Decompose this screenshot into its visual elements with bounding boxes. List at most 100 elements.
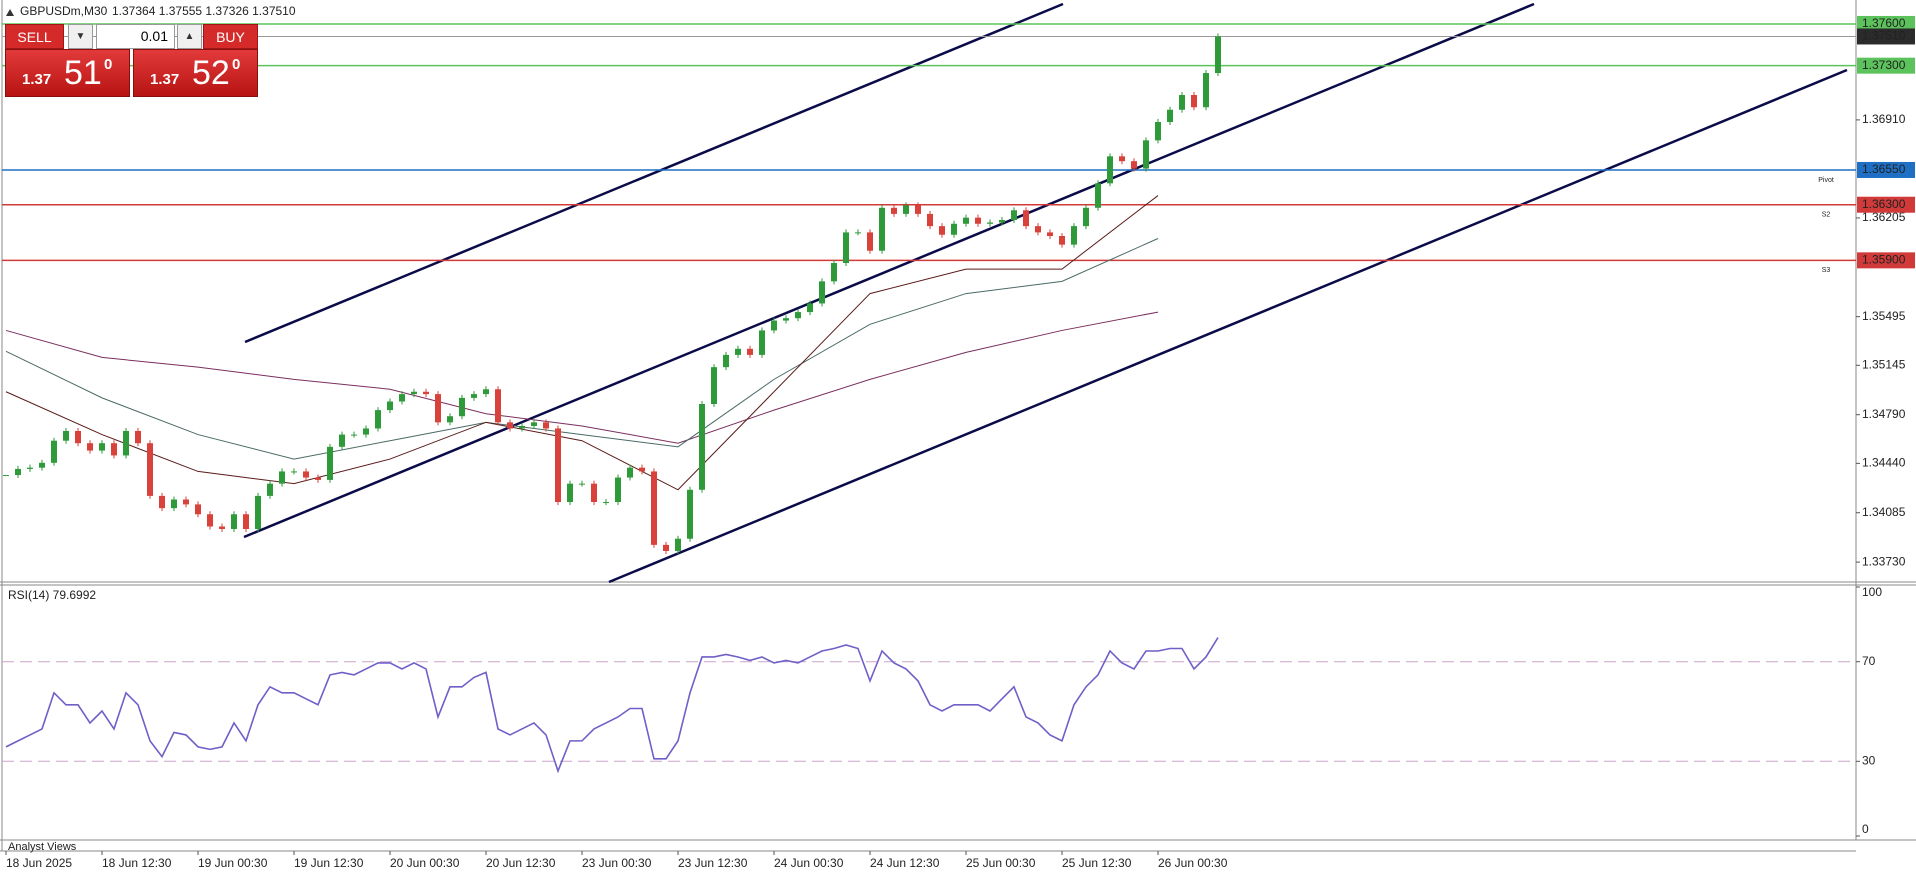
candle bbox=[1107, 156, 1113, 184]
candle bbox=[867, 232, 873, 251]
candle bbox=[891, 207, 897, 214]
candle bbox=[339, 434, 345, 447]
candle bbox=[375, 410, 381, 429]
candle bbox=[903, 205, 909, 214]
trend-line bbox=[244, 2, 1064, 344]
candle bbox=[855, 232, 861, 234]
moving-average bbox=[5, 311, 1159, 444]
candle bbox=[399, 394, 405, 402]
candle bbox=[651, 471, 657, 545]
candle bbox=[315, 477, 321, 480]
candle bbox=[1023, 210, 1029, 227]
x-tick-label: 23 Jun 12:30 bbox=[678, 856, 748, 870]
buy-price[interactable]: 1.37 52 0 bbox=[133, 49, 258, 97]
candle bbox=[555, 428, 561, 503]
candle bbox=[951, 223, 957, 235]
candle bbox=[1059, 236, 1065, 245]
lot-down[interactable]: ▼ bbox=[68, 24, 93, 49]
candle bbox=[687, 489, 693, 539]
y-tick-label: 1.35145 bbox=[1862, 358, 1906, 372]
candle bbox=[1119, 156, 1125, 162]
x-tick-label: 19 Jun 00:30 bbox=[198, 856, 268, 870]
level-name: S3 bbox=[1822, 267, 1831, 274]
candle bbox=[975, 217, 981, 224]
candle bbox=[987, 222, 993, 224]
y-tick-label: 1.36910 bbox=[1862, 112, 1906, 126]
symbol-title: GBPUSDm,M30 bbox=[20, 4, 108, 18]
candle bbox=[471, 394, 477, 398]
x-tick-label: 25 Jun 00:30 bbox=[966, 856, 1036, 870]
candle bbox=[111, 443, 117, 456]
candle bbox=[759, 330, 765, 355]
candle bbox=[447, 416, 453, 423]
candle bbox=[231, 514, 237, 529]
candle bbox=[1203, 73, 1209, 108]
candle bbox=[939, 226, 945, 235]
candle bbox=[735, 348, 741, 355]
y-tick-label: 1.34790 bbox=[1862, 407, 1906, 421]
candle bbox=[459, 397, 465, 417]
candle bbox=[771, 320, 777, 331]
level-tag-label: 1.37600 bbox=[1862, 16, 1906, 30]
y-tick-label: 30 bbox=[1862, 753, 1876, 767]
price-point: 0 bbox=[104, 56, 113, 73]
candle bbox=[483, 389, 489, 395]
candle bbox=[159, 495, 165, 509]
price-pips: 51 bbox=[64, 54, 102, 92]
level-name: Pivot bbox=[1818, 177, 1834, 184]
level-tag-label: 1.35900 bbox=[1862, 253, 1906, 267]
y-tick-label: 100 bbox=[1862, 585, 1882, 599]
lot-up[interactable]: ▲ bbox=[177, 24, 202, 49]
sell-price[interactable]: 1.37 51 0 bbox=[5, 49, 130, 97]
candle bbox=[207, 514, 213, 527]
candle bbox=[327, 446, 333, 480]
candle bbox=[531, 422, 537, 426]
moving-average bbox=[5, 238, 1159, 460]
candle bbox=[219, 526, 225, 529]
candle bbox=[627, 467, 633, 478]
candle bbox=[783, 318, 789, 321]
candle bbox=[723, 354, 729, 368]
candle bbox=[75, 430, 81, 444]
sell-button[interactable]: SELL bbox=[5, 24, 64, 49]
price-pips: 52 bbox=[192, 54, 230, 92]
candle bbox=[1215, 36, 1221, 74]
candle bbox=[3, 475, 9, 477]
lot-input[interactable]: 0.01 bbox=[96, 24, 175, 49]
candle bbox=[711, 367, 717, 404]
menu-icon[interactable] bbox=[6, 9, 14, 16]
price-big: 1.37 bbox=[150, 71, 180, 88]
price-point: 0 bbox=[232, 56, 241, 73]
buy-button[interactable]: BUY bbox=[203, 24, 258, 49]
trend-line bbox=[243, 2, 1535, 539]
y-tick-label: 1.35495 bbox=[1862, 309, 1906, 323]
candle bbox=[51, 440, 57, 463]
candle bbox=[591, 483, 597, 503]
level-tag bbox=[1857, 15, 1915, 32]
candle bbox=[1143, 140, 1149, 169]
candle bbox=[1083, 207, 1089, 227]
candle bbox=[495, 389, 501, 423]
y-tick-label: 1.34085 bbox=[1862, 505, 1906, 519]
level-tag bbox=[1857, 57, 1915, 74]
candle bbox=[423, 391, 429, 395]
current-price-label: 1.37510 bbox=[1862, 29, 1906, 43]
y-tick-label: 70 bbox=[1862, 654, 1876, 668]
analyst-views[interactable]: Analyst Views bbox=[8, 841, 77, 853]
x-tick-label: 19 Jun 12:30 bbox=[294, 856, 364, 870]
x-tick-label: 26 Jun 00:30 bbox=[1158, 856, 1228, 870]
candle bbox=[27, 467, 33, 469]
candle bbox=[99, 443, 105, 451]
candle bbox=[1035, 226, 1041, 233]
candle bbox=[171, 499, 177, 509]
candle bbox=[291, 471, 297, 473]
candle bbox=[639, 467, 645, 472]
candle bbox=[435, 394, 441, 423]
level-tag bbox=[1857, 161, 1915, 178]
candle bbox=[807, 303, 813, 313]
candle bbox=[183, 499, 189, 505]
candle bbox=[663, 544, 669, 551]
candle bbox=[579, 483, 585, 485]
level-tag bbox=[1857, 196, 1915, 213]
